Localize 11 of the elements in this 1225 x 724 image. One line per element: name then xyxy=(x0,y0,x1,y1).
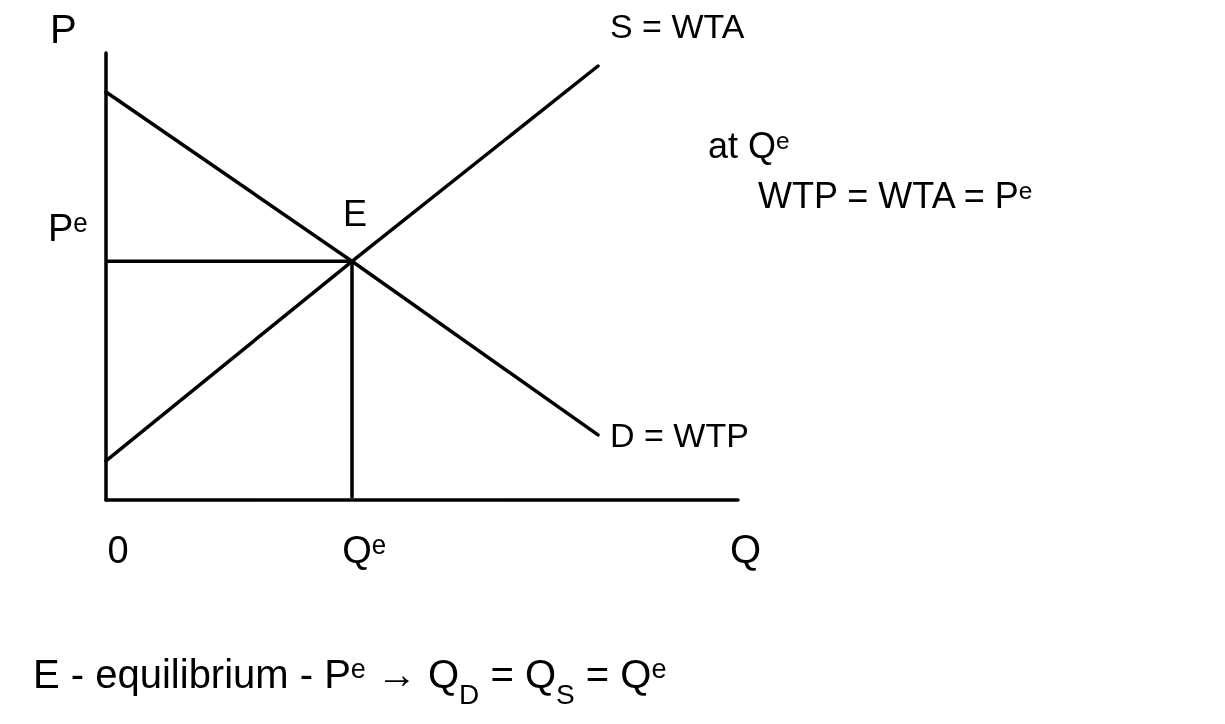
ref-line-label: Pᵉ xyxy=(48,207,88,250)
series-label: D = WTP xyxy=(610,415,749,454)
annotation: E xyxy=(343,193,368,234)
x-tick-label: Qᵉ xyxy=(342,529,386,571)
x-tick-label: 0 xyxy=(107,529,129,571)
annotation: at Qᵉ xyxy=(708,125,790,166)
text: E - equilibrium - Pᵉ → Q$_{D}$ = Q$_{S}$ = Qᵉ xyxy=(33,652,667,710)
series-label: S = WTA xyxy=(610,7,745,45)
text: WTP = WTA = Pᵉ xyxy=(758,175,1033,216)
x-axis-title: Q xyxy=(730,527,762,571)
y-axis-title: P xyxy=(50,7,77,51)
